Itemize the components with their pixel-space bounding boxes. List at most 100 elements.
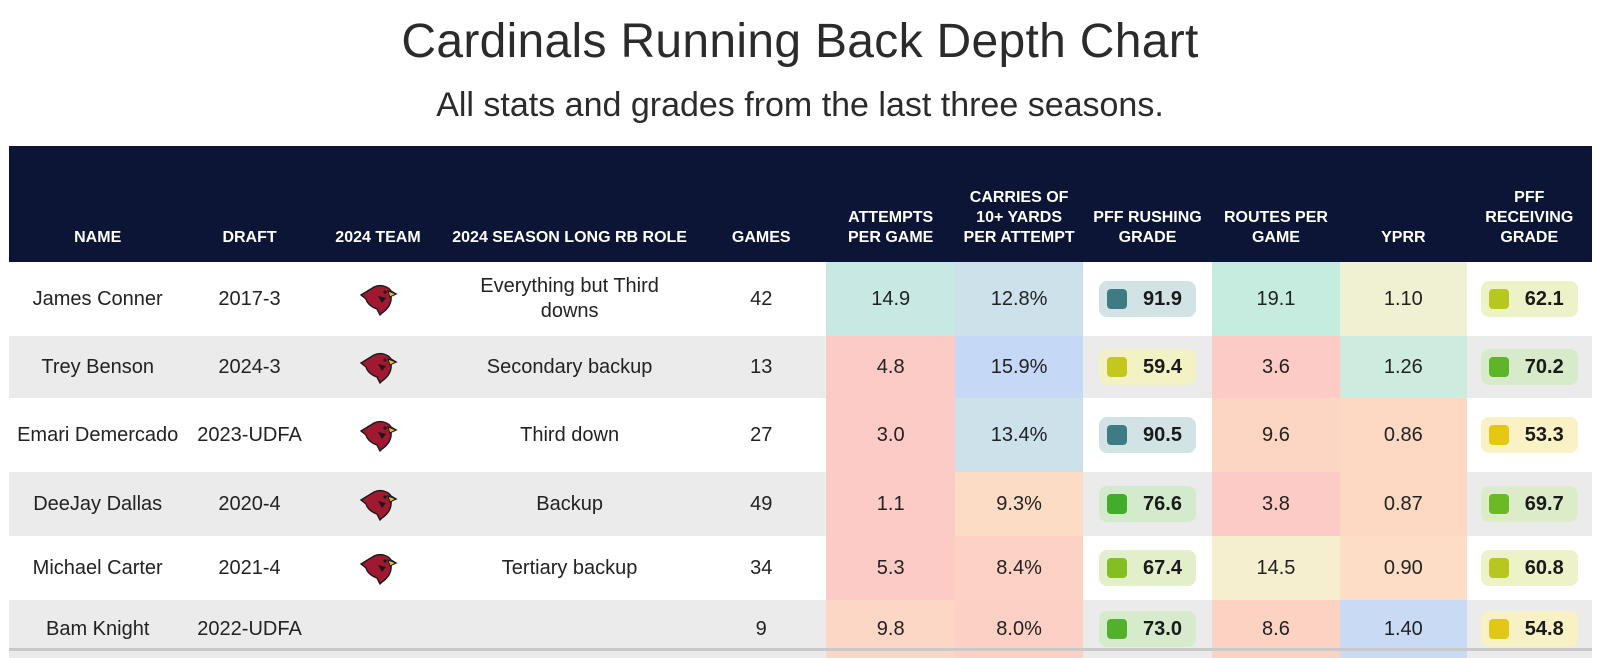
grade-value: 67.4 xyxy=(1143,556,1182,579)
rushing-grade-cell: 76.6 xyxy=(1083,472,1212,536)
grade-badge: 53.3 xyxy=(1480,417,1578,453)
routes-per-game: 14.5 xyxy=(1211,536,1341,600)
player-name: DeeJay Dallas xyxy=(9,472,187,536)
grade-badge: 59.4 xyxy=(1099,349,1196,385)
season-role: Everything but Third downs xyxy=(443,262,696,336)
grade-badge: 54.8 xyxy=(1480,611,1578,647)
table-row: Michael Carter 2021-4 Tertiary backup 34 5.3… xyxy=(9,536,1592,600)
grade-color-swatch xyxy=(1107,357,1128,377)
grade-value: 53.3 xyxy=(1524,423,1564,446)
grade-value: 73.0 xyxy=(1143,617,1182,640)
grade-color-swatch xyxy=(1107,494,1128,514)
season-role: Secondary backup xyxy=(443,336,696,398)
season-role: Third down xyxy=(443,398,696,472)
routes-per-game: 3.8 xyxy=(1211,472,1341,536)
season-role: Tertiary backup xyxy=(443,536,696,600)
cardinals-logo-icon xyxy=(359,420,398,453)
team-logo-cell xyxy=(312,536,444,600)
table-body: James Conner 2017-3 Everything but Third d… xyxy=(9,262,1592,658)
carries-10-plus-rate: 15.9% xyxy=(954,336,1084,398)
draft-pick: 2024-3 xyxy=(186,336,313,398)
grade-badge: 60.8 xyxy=(1480,550,1578,586)
player-name: Trey Benson xyxy=(9,336,187,398)
cardinals-logo-icon xyxy=(359,489,398,522)
draft-pick: 2020-4 xyxy=(186,472,313,536)
games-count: 34 xyxy=(696,536,827,600)
column-header-name[interactable]: NAME xyxy=(9,146,187,262)
grade-color-swatch xyxy=(1488,425,1509,445)
grade-value: 69.7 xyxy=(1524,492,1564,515)
draft-pick: 2021-4 xyxy=(186,536,313,600)
grade-value: 59.4 xyxy=(1143,355,1182,378)
rushing-grade-cell: 67.4 xyxy=(1083,536,1212,600)
page-subtitle: All stats and grades from the last three… xyxy=(436,86,1164,124)
column-header-receiving-grade[interactable]: PFF RECEIVING GRADE xyxy=(1466,146,1592,262)
yprr-value: 0.90 xyxy=(1340,536,1467,600)
receiving-grade-cell: 69.7 xyxy=(1466,472,1592,536)
yprr-value: 0.86 xyxy=(1340,398,1467,472)
column-header-role[interactable]: 2024 SEASON LONG RB ROLE xyxy=(443,146,696,262)
player-name: Michael Carter xyxy=(9,536,187,600)
rushing-grade-cell: 91.9 xyxy=(1083,262,1212,336)
grade-badge: 67.4 xyxy=(1099,550,1196,586)
table-bottom-border xyxy=(9,648,1592,651)
attempts-per-game: 14.9 xyxy=(826,262,955,336)
grade-value: 91.9 xyxy=(1143,287,1182,310)
column-header-draft[interactable]: DRAFT xyxy=(186,146,313,262)
table-row: Trey Benson 2024-3 Secondary backup 13 4.8 15… xyxy=(9,336,1592,398)
team-logo-cell xyxy=(312,472,444,536)
carries-10-plus-rate: 12.8% xyxy=(954,262,1084,336)
team-logo-cell xyxy=(312,262,444,336)
table-row: Emari Demercado 2023-UDFA Third down 27 3.0 1… xyxy=(9,398,1592,472)
grade-value: 60.8 xyxy=(1524,556,1564,579)
cardinals-logo-icon xyxy=(359,284,398,317)
grade-value: 90.5 xyxy=(1143,423,1182,446)
rushing-grade-cell: 59.4 xyxy=(1083,336,1212,398)
grade-color-swatch xyxy=(1488,558,1509,578)
games-count: 27 xyxy=(696,398,827,472)
grade-badge: 91.9 xyxy=(1099,281,1196,317)
grade-value: 70.2 xyxy=(1524,355,1564,378)
column-header-routes[interactable]: ROUTES PER GAME xyxy=(1211,146,1341,262)
column-header-rushing-grade[interactable]: PFF RUSHING GRADE xyxy=(1083,146,1212,262)
grade-color-swatch xyxy=(1107,619,1128,639)
grade-color-swatch xyxy=(1488,289,1509,309)
grade-badge: 90.5 xyxy=(1099,417,1196,453)
grade-badge: 69.7 xyxy=(1480,486,1578,522)
attempts-per-game: 3.0 xyxy=(826,398,955,472)
grade-color-swatch xyxy=(1488,494,1509,514)
column-header-games[interactable]: GAMES xyxy=(696,146,827,262)
yprr-value: 0.87 xyxy=(1340,472,1467,536)
cardinals-logo-icon xyxy=(359,352,398,385)
grade-color-swatch xyxy=(1488,357,1509,377)
draft-pick: 2023-UDFA xyxy=(186,398,313,472)
column-header-carries-10[interactable]: CARRIES OF 10+ YARDS PER ATTEMPT xyxy=(954,146,1084,262)
column-header-attempts[interactable]: ATTEMPTS PER GAME xyxy=(826,146,955,262)
receiving-grade-cell: 62.1 xyxy=(1466,262,1592,336)
team-logo-cell xyxy=(312,336,444,398)
grade-color-swatch xyxy=(1107,425,1128,445)
season-role: Backup xyxy=(443,472,696,536)
carries-10-plus-rate: 8.4% xyxy=(954,536,1084,600)
page-title: Cardinals Running Back Depth Chart xyxy=(401,15,1199,68)
games-count: 13 xyxy=(696,336,827,398)
games-count: 42 xyxy=(696,262,827,336)
player-name: James Conner xyxy=(9,262,187,336)
grade-value: 76.6 xyxy=(1143,492,1182,515)
grade-color-swatch xyxy=(1107,558,1128,578)
column-header-yprr[interactable]: YPRR xyxy=(1340,146,1467,262)
receiving-grade-cell: 70.2 xyxy=(1466,336,1592,398)
player-name: Emari Demercado xyxy=(9,398,187,472)
draft-pick: 2017-3 xyxy=(186,262,313,336)
yprr-value: 1.26 xyxy=(1340,336,1467,398)
team-logo-cell xyxy=(312,398,444,472)
header-row: NAME DRAFT 2024 TEAM 2024 SEASON LONG RB… xyxy=(9,146,1592,262)
carries-10-plus-rate: 9.3% xyxy=(954,472,1084,536)
routes-per-game: 9.6 xyxy=(1211,398,1341,472)
games-count: 49 xyxy=(696,472,827,536)
table-row: James Conner 2017-3 Everything but Third d… xyxy=(9,262,1592,336)
rushing-grade-cell: 90.5 xyxy=(1083,398,1212,472)
column-header-team[interactable]: 2024 TEAM xyxy=(312,146,444,262)
depth-chart-table: NAME DRAFT 2024 TEAM 2024 SEASON LONG RB… xyxy=(9,146,1592,658)
attempts-per-game: 5.3 xyxy=(826,536,955,600)
